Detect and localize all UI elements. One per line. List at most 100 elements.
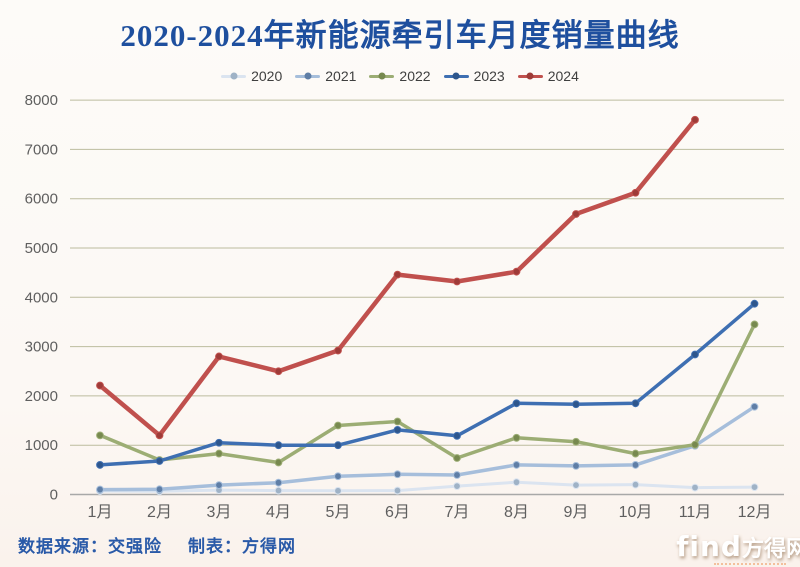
data-point-2024 — [393, 270, 402, 279]
data-point-2023 — [393, 426, 402, 434]
legend-label-2022: 2022 — [399, 68, 431, 84]
x-tick-label: 11月 — [679, 504, 712, 521]
data-source-label: 数据来源：交强险 — [18, 537, 162, 556]
brand-name: 方得网 — [741, 536, 800, 561]
data-point-2020 — [631, 480, 640, 489]
data-point-2023 — [691, 350, 699, 359]
data-point-2023 — [572, 400, 580, 409]
y-tick-label: 1000 — [25, 437, 58, 454]
data-point-2021 — [274, 478, 283, 487]
legend-label-2020: 2020 — [251, 68, 283, 84]
data-point-2021 — [155, 485, 164, 494]
y-tick-label: 7000 — [25, 141, 58, 158]
data-point-2024 — [631, 188, 640, 197]
data-point-2021 — [572, 462, 580, 470]
data-point-2024 — [572, 210, 580, 218]
x-tick-label: 9月 — [564, 504, 589, 521]
data-point-2020 — [274, 486, 283, 495]
x-tick-label: 8月 — [504, 504, 529, 521]
data-point-2023 — [274, 441, 283, 450]
legend-item-2023: 2023 — [443, 68, 505, 84]
x-tick-label: 6月 — [385, 504, 410, 521]
data-point-2023 — [155, 457, 164, 465]
legend-swatch-2024 — [517, 72, 543, 80]
legend-label-2021: 2021 — [325, 68, 357, 84]
data-point-2022 — [572, 437, 580, 446]
y-tick-label: 2000 — [25, 388, 58, 405]
y-tick-label: 6000 — [25, 191, 58, 208]
data-point-2021 — [453, 471, 461, 479]
legend-marker-icon — [230, 72, 238, 80]
x-tick-label: 2月 — [147, 504, 172, 521]
data-point-2023 — [453, 431, 461, 440]
data-point-2020 — [691, 483, 699, 492]
y-tick-label: 8000 — [25, 92, 58, 109]
series-line-2021 — [98, 404, 757, 492]
data-point-2022 — [691, 440, 699, 449]
data-point-2022 — [453, 454, 461, 462]
data-point-2020 — [572, 481, 580, 490]
data-point-2024 — [691, 115, 699, 124]
series-line-2023 — [98, 301, 757, 467]
legend-marker-icon — [452, 72, 460, 80]
y-tick-label: 3000 — [25, 339, 58, 356]
data-point-2024 — [334, 346, 342, 355]
data-point-2023 — [512, 399, 521, 408]
legend-label-2023: 2023 — [473, 68, 505, 84]
legend-marker-icon — [304, 72, 312, 80]
legend-swatch-2022 — [369, 72, 395, 80]
data-point-2020 — [453, 482, 461, 491]
data-point-2020 — [334, 486, 342, 495]
brand-watermark: find方得网 — [676, 533, 800, 561]
data-point-2023 — [631, 399, 640, 408]
x-tick-label: 7月 — [445, 504, 470, 521]
data-point-2022 — [215, 449, 223, 458]
legend-marker-icon — [378, 72, 386, 80]
data-point-2024 — [155, 431, 164, 440]
x-tick-label: 10月 — [619, 504, 653, 521]
data-point-2021 — [631, 461, 640, 469]
x-tick-label: 4月 — [266, 504, 291, 521]
x-tick-label: 3月 — [207, 504, 232, 521]
series-line-2020 — [98, 480, 756, 493]
data-point-2022 — [750, 320, 759, 329]
data-point-2024 — [96, 381, 104, 390]
x-tick-label: 12月 — [738, 504, 772, 521]
data-point-2021 — [512, 461, 521, 469]
series-line-2022 — [98, 322, 757, 465]
data-point-2022 — [96, 431, 104, 440]
chart-footer: 数据来源：交强险 制表：方得网 — [18, 532, 296, 557]
data-point-2023 — [334, 441, 342, 450]
y-tick-label: 0 — [50, 487, 58, 504]
y-tick-label: 4000 — [25, 289, 58, 306]
data-point-2022 — [274, 458, 283, 467]
data-point-2021 — [96, 485, 104, 494]
data-point-2024 — [274, 367, 283, 376]
data-point-2023 — [96, 461, 104, 469]
data-point-2023 — [750, 299, 759, 308]
x-tick-label: 5月 — [326, 504, 351, 521]
sales-line-chart: 0 1000 2000 3000 4000 5000 6000 7000 8000 1月 2月 3月 4… — [25, 92, 784, 521]
data-point-2020 — [393, 486, 402, 495]
data-point-2021 — [334, 472, 342, 481]
watermark-dots — [714, 563, 786, 565]
data-point-2022 — [393, 417, 402, 426]
find-logo: find — [676, 530, 742, 563]
y-tick-label: 5000 — [25, 240, 58, 257]
data-point-2024 — [215, 352, 223, 361]
data-point-2020 — [750, 483, 759, 492]
data-point-2024 — [453, 277, 461, 286]
data-point-2024 — [512, 267, 521, 276]
credit-label: 制表：方得网 — [188, 537, 296, 556]
data-point-2022 — [631, 449, 640, 458]
legend-item-2024: 2024 — [517, 68, 579, 84]
data-point-2021 — [750, 402, 759, 411]
legend-item-2022: 2022 — [369, 68, 431, 84]
legend-swatch-2020 — [221, 72, 247, 80]
legend-item-2020: 2020 — [221, 68, 282, 84]
legend-swatch-2023 — [443, 72, 469, 80]
data-point-2022 — [334, 421, 342, 430]
legend-swatch-2021 — [295, 72, 321, 80]
legend-label-2024: 2024 — [547, 68, 579, 84]
